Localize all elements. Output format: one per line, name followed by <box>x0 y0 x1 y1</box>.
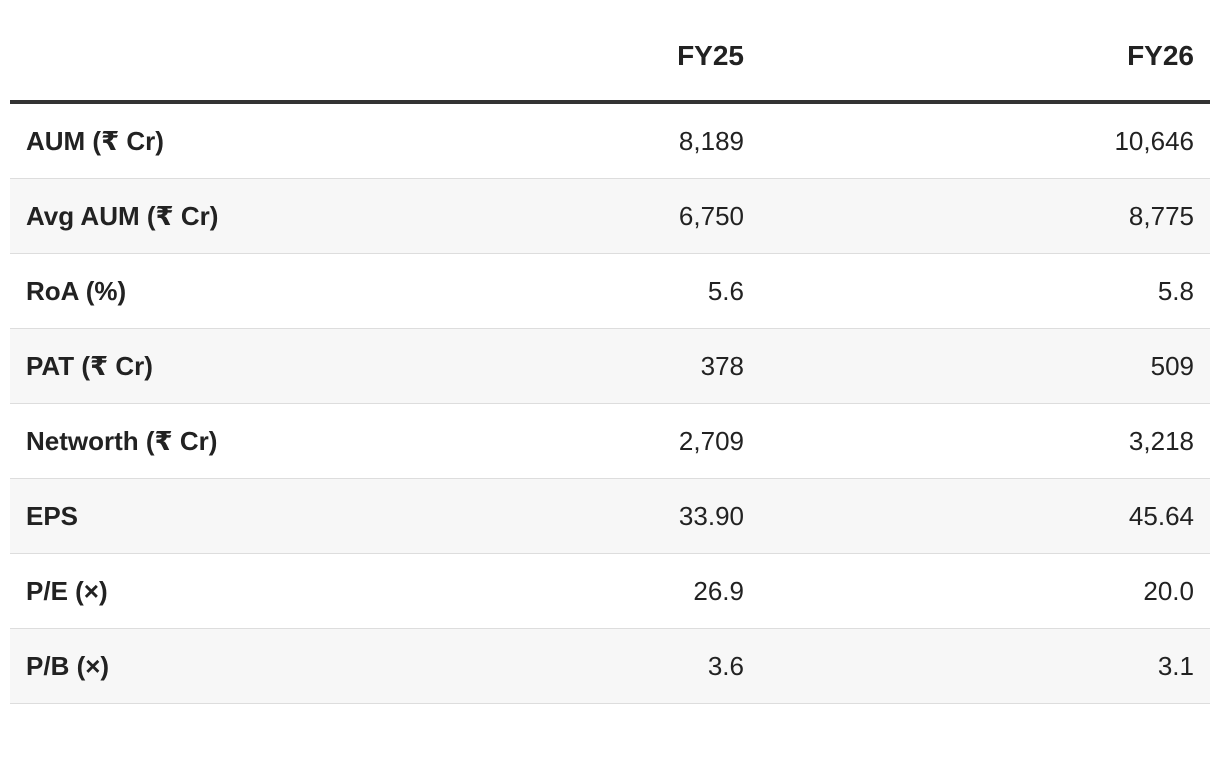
table-row: P/B (×) 3.6 3.1 <box>10 628 1210 704</box>
value-cell: 2,709 <box>310 403 760 479</box>
value-cell: 8,775 <box>760 178 1210 254</box>
value-cell: 45.64 <box>760 478 1210 554</box>
value-cell: 10,646 <box>760 102 1210 179</box>
value-cell: 20.0 <box>760 553 1210 629</box>
table-row: P/E (×) 26.9 20.0 <box>10 553 1210 629</box>
row-label: EPS <box>10 478 310 554</box>
value-cell: 26.9 <box>310 553 760 629</box>
value-cell: 378 <box>310 328 760 404</box>
table-row: EPS 33.90 45.64 <box>10 478 1210 554</box>
value-cell: 5.8 <box>760 253 1210 329</box>
financials-table: FY25 FY26 AUM (₹ Cr) 8,189 10,646 Avg AUM (₹… <box>10 12 1210 704</box>
value-cell: 3.6 <box>310 628 760 704</box>
table-row: Networth (₹ Cr) 2,709 3,218 <box>10 403 1210 479</box>
row-label: AUM (₹ Cr) <box>10 102 310 179</box>
column-header: FY26 <box>760 12 1210 104</box>
value-cell: 3.1 <box>760 628 1210 704</box>
row-label: PAT (₹ Cr) <box>10 328 310 404</box>
header-row: FY25 FY26 <box>10 12 1210 104</box>
value-cell: 33.90 <box>310 478 760 554</box>
column-header: FY25 <box>310 12 760 104</box>
value-cell: 3,218 <box>760 403 1210 479</box>
table-row: PAT (₹ Cr) 378 509 <box>10 328 1210 404</box>
row-label: Networth (₹ Cr) <box>10 403 310 479</box>
table-row: RoA (%) 5.6 5.8 <box>10 253 1210 329</box>
header-cell <box>10 12 310 104</box>
row-label: P/B (×) <box>10 628 310 704</box>
value-cell: 5.6 <box>310 253 760 329</box>
row-label: P/E (×) <box>10 553 310 629</box>
row-label: RoA (%) <box>10 253 310 329</box>
table-row: AUM (₹ Cr) 8,189 10,646 <box>10 102 1210 179</box>
value-cell: 6,750 <box>310 178 760 254</box>
table-row: Avg AUM (₹ Cr) 6,750 8,775 <box>10 178 1210 254</box>
value-cell: 509 <box>760 328 1210 404</box>
row-label: Avg AUM (₹ Cr) <box>10 178 310 254</box>
value-cell: 8,189 <box>310 102 760 179</box>
